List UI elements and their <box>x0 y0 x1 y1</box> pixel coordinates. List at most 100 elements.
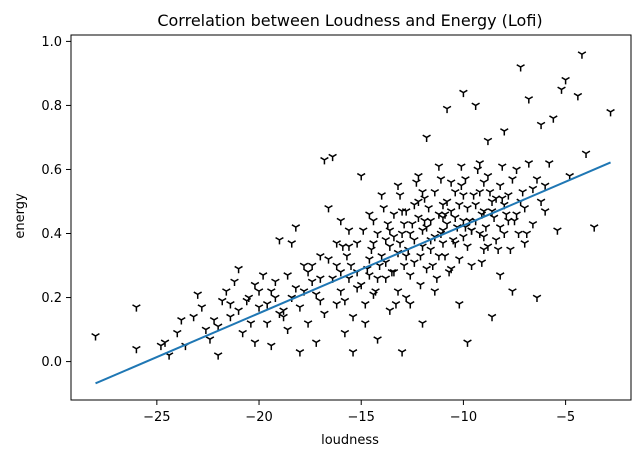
data-point <box>444 268 454 277</box>
data-point <box>434 252 444 261</box>
data-point <box>536 198 546 206</box>
data-point <box>410 259 419 267</box>
data-point <box>495 272 505 280</box>
data-point <box>487 313 497 322</box>
data-point <box>267 342 276 351</box>
data-point <box>420 195 429 203</box>
data-point <box>524 96 534 104</box>
data-point <box>522 230 532 239</box>
data-point <box>528 220 538 229</box>
data-point <box>512 211 521 219</box>
data-point <box>516 64 525 72</box>
data-point <box>371 288 380 296</box>
data-point <box>217 297 227 306</box>
data-point <box>379 204 388 213</box>
data-point <box>213 352 223 360</box>
data-point <box>338 243 348 251</box>
x-tick-label: −5 <box>556 410 575 425</box>
data-point <box>291 284 301 293</box>
data-point <box>346 262 356 271</box>
data-point <box>307 278 317 287</box>
data-point <box>397 349 407 357</box>
data-point <box>532 176 542 184</box>
data-point <box>422 224 431 232</box>
data-point <box>271 294 280 303</box>
data-point <box>250 339 260 347</box>
data-point <box>244 294 254 303</box>
data-point <box>348 313 358 322</box>
data-point <box>469 192 478 200</box>
data-point <box>391 301 401 309</box>
data-point <box>432 275 442 283</box>
data-point <box>405 301 415 309</box>
data-point <box>287 240 297 248</box>
data-point <box>332 262 341 271</box>
data-point <box>512 166 521 174</box>
data-point <box>557 86 566 94</box>
data-point <box>271 278 280 287</box>
data-point <box>414 198 423 206</box>
data-point <box>504 192 513 200</box>
data-point <box>438 201 448 210</box>
data-point <box>209 317 219 325</box>
data-point <box>303 320 313 328</box>
data-point <box>316 297 325 306</box>
data-point <box>342 252 352 261</box>
data-point <box>336 288 346 296</box>
x-tick-label: −20 <box>245 410 272 425</box>
x-axis-label: loudness <box>321 433 379 448</box>
data-point <box>475 188 485 197</box>
x-tick-label: −25 <box>143 410 170 425</box>
data-point <box>262 320 272 328</box>
data-point <box>132 304 141 312</box>
data-point <box>430 288 440 296</box>
data-point <box>299 262 309 271</box>
data-point <box>401 252 411 261</box>
data-point <box>434 163 444 171</box>
data-point <box>275 236 284 245</box>
y-axis-label: energy <box>13 193 28 239</box>
data-point <box>397 208 407 216</box>
data-point <box>160 339 170 347</box>
data-point <box>320 310 329 319</box>
data-point <box>358 227 368 235</box>
data-point <box>367 246 376 255</box>
axes-frame <box>70 34 632 401</box>
data-point <box>479 179 489 187</box>
data-point <box>340 297 350 306</box>
data-point <box>536 121 546 130</box>
data-point <box>193 291 202 299</box>
data-point <box>295 304 305 312</box>
data-point <box>356 281 366 290</box>
data-point <box>291 224 301 232</box>
data-point <box>483 172 493 181</box>
data-point <box>500 128 509 136</box>
data-point <box>487 198 497 206</box>
data-point <box>483 243 493 251</box>
data-point <box>489 214 499 222</box>
data-point <box>316 275 325 283</box>
x-axis-ticks: −25 −20 −15 −10 −5 <box>143 400 575 425</box>
data-point <box>205 336 215 344</box>
data-point <box>332 301 341 309</box>
data-point <box>497 163 507 171</box>
data-point <box>473 166 482 174</box>
data-point <box>373 230 382 239</box>
data-point <box>230 278 239 287</box>
data-point <box>91 333 100 341</box>
data-point <box>577 51 587 59</box>
data-point <box>201 326 211 335</box>
data-point <box>463 339 472 347</box>
data-point <box>389 211 399 219</box>
data-point <box>307 262 317 271</box>
data-point <box>479 246 489 255</box>
data-point <box>549 115 558 123</box>
data-point <box>493 246 503 255</box>
data-point <box>238 329 247 338</box>
data-point <box>365 211 374 219</box>
data-point <box>418 227 427 235</box>
data-point <box>467 262 476 271</box>
data-point <box>442 105 452 114</box>
data-point <box>514 230 523 239</box>
